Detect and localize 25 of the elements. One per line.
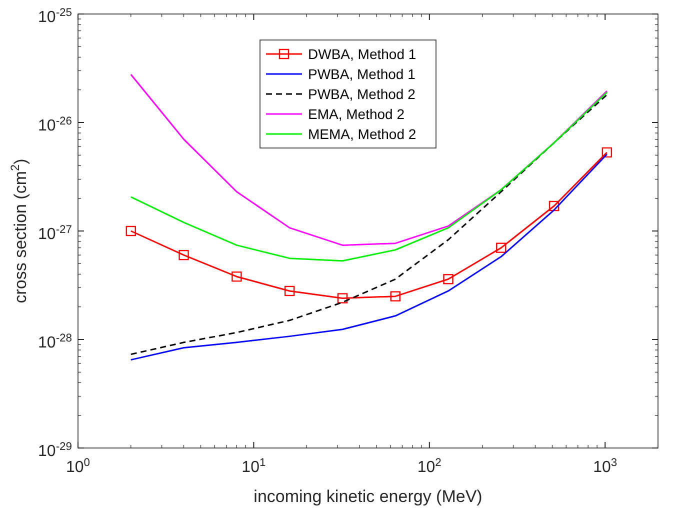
x-tick-label: 10$^{3}$ bbox=[593, 457, 618, 476]
legend-label: DWBA, Method 1 bbox=[308, 46, 416, 62]
x-tick-label: 10$^{2}$ bbox=[417, 457, 442, 476]
x-tick-label: 10$^{0}$ bbox=[66, 457, 90, 476]
y-tick-label: 10$^{-29}$ bbox=[38, 441, 72, 460]
y-tick-label: 10$^{-25}$ bbox=[38, 7, 72, 26]
point bbox=[390, 291, 400, 302]
point bbox=[602, 147, 612, 158]
point bbox=[284, 286, 295, 296]
point bbox=[232, 271, 242, 282]
legend-label: PWBA, Method 1 bbox=[308, 66, 416, 82]
y-tick-label: 10$^{-26}$ bbox=[38, 116, 72, 134]
point bbox=[337, 293, 348, 304]
point bbox=[126, 226, 136, 236]
y-tick-label: 10$^{-27}$ bbox=[38, 224, 72, 243]
legend-label: MEMA, Method 2 bbox=[308, 126, 416, 142]
y-tick-label: 10$^{-28}$ bbox=[38, 332, 72, 352]
point bbox=[443, 274, 454, 284]
point bbox=[178, 250, 189, 260]
x-tick-label: 10$^{1}$ bbox=[242, 457, 266, 476]
point bbox=[548, 200, 560, 212]
legend-label: EMA, Method 2 bbox=[308, 106, 405, 122]
point bbox=[496, 242, 506, 253]
x-axis-title: incoming kinetic energy (MeV) bbox=[254, 487, 482, 506]
legend-label: PWBA, Method 2 bbox=[308, 86, 416, 102]
